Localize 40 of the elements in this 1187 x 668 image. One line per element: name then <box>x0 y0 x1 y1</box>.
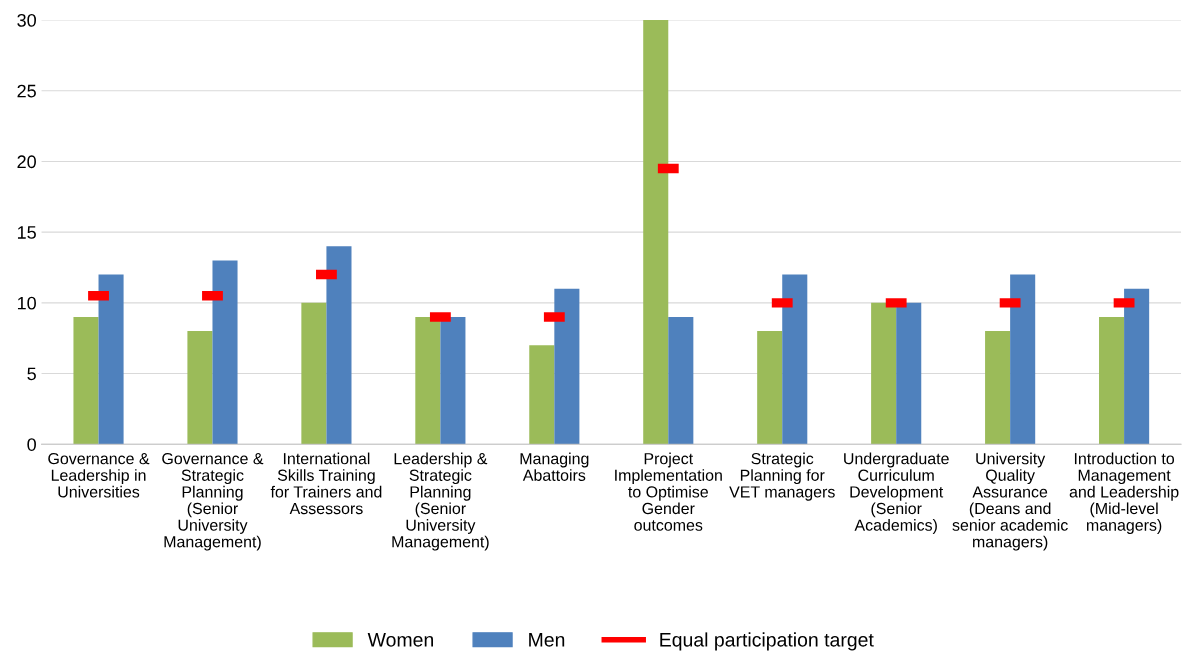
x-tick-label: Governance & Leadership in Universities <box>48 452 150 498</box>
bar <box>757 331 783 445</box>
legend-label: Equal participation target <box>660 632 874 651</box>
legend-label: Men <box>529 633 565 647</box>
y-tick-label: 5 <box>27 367 36 381</box>
bar <box>554 288 580 445</box>
bar <box>643 20 669 445</box>
bar <box>73 316 99 445</box>
bar <box>187 331 213 445</box>
x-tick-label: University Quality Assurance (Deans and senior academic managers) <box>952 452 1068 551</box>
bar <box>782 274 808 445</box>
y-tick-label: 25 <box>17 84 36 98</box>
bar <box>1124 288 1150 445</box>
x-tick-label: Governance & Strategic Planning (Senior University Management) <box>162 452 264 551</box>
x-tick-label: Undergraduate Curriculum Development (Senior Academics) <box>844 452 949 534</box>
bar <box>212 260 238 445</box>
y-tick-label: 0 <box>27 438 36 451</box>
bar <box>440 316 466 445</box>
bar <box>98 274 124 445</box>
bar <box>529 345 555 445</box>
bar <box>871 302 897 445</box>
y-tick-label: 30 <box>17 13 36 27</box>
bar <box>1010 274 1036 445</box>
bar <box>1099 316 1125 445</box>
bar <box>301 302 327 445</box>
y-tick-label: 20 <box>17 155 36 169</box>
bar <box>985 331 1011 445</box>
bar <box>415 316 441 445</box>
y-tick-label: 10 <box>17 296 36 310</box>
bar <box>326 246 352 445</box>
x-tick-label: Strategic Planning for VET managers <box>729 452 835 501</box>
x-tick-label: Project Implementation to Optimise Gender outcomes <box>615 452 722 531</box>
bar <box>896 302 922 445</box>
x-tick-label: Leadership & Strategic Planning (Senior University Management) <box>392 452 489 551</box>
legend-label: Women <box>367 633 433 647</box>
x-tick-label: International Skills Training for Trainers and Assessors <box>270 452 382 515</box>
bar <box>668 316 694 445</box>
y-tick-label: 15 <box>17 226 36 239</box>
x-tick-label: Managing Abattoirs <box>520 452 589 481</box>
x-tick-label: Introduction to Management and Leadership (Mid-level managers) <box>1069 452 1179 534</box>
